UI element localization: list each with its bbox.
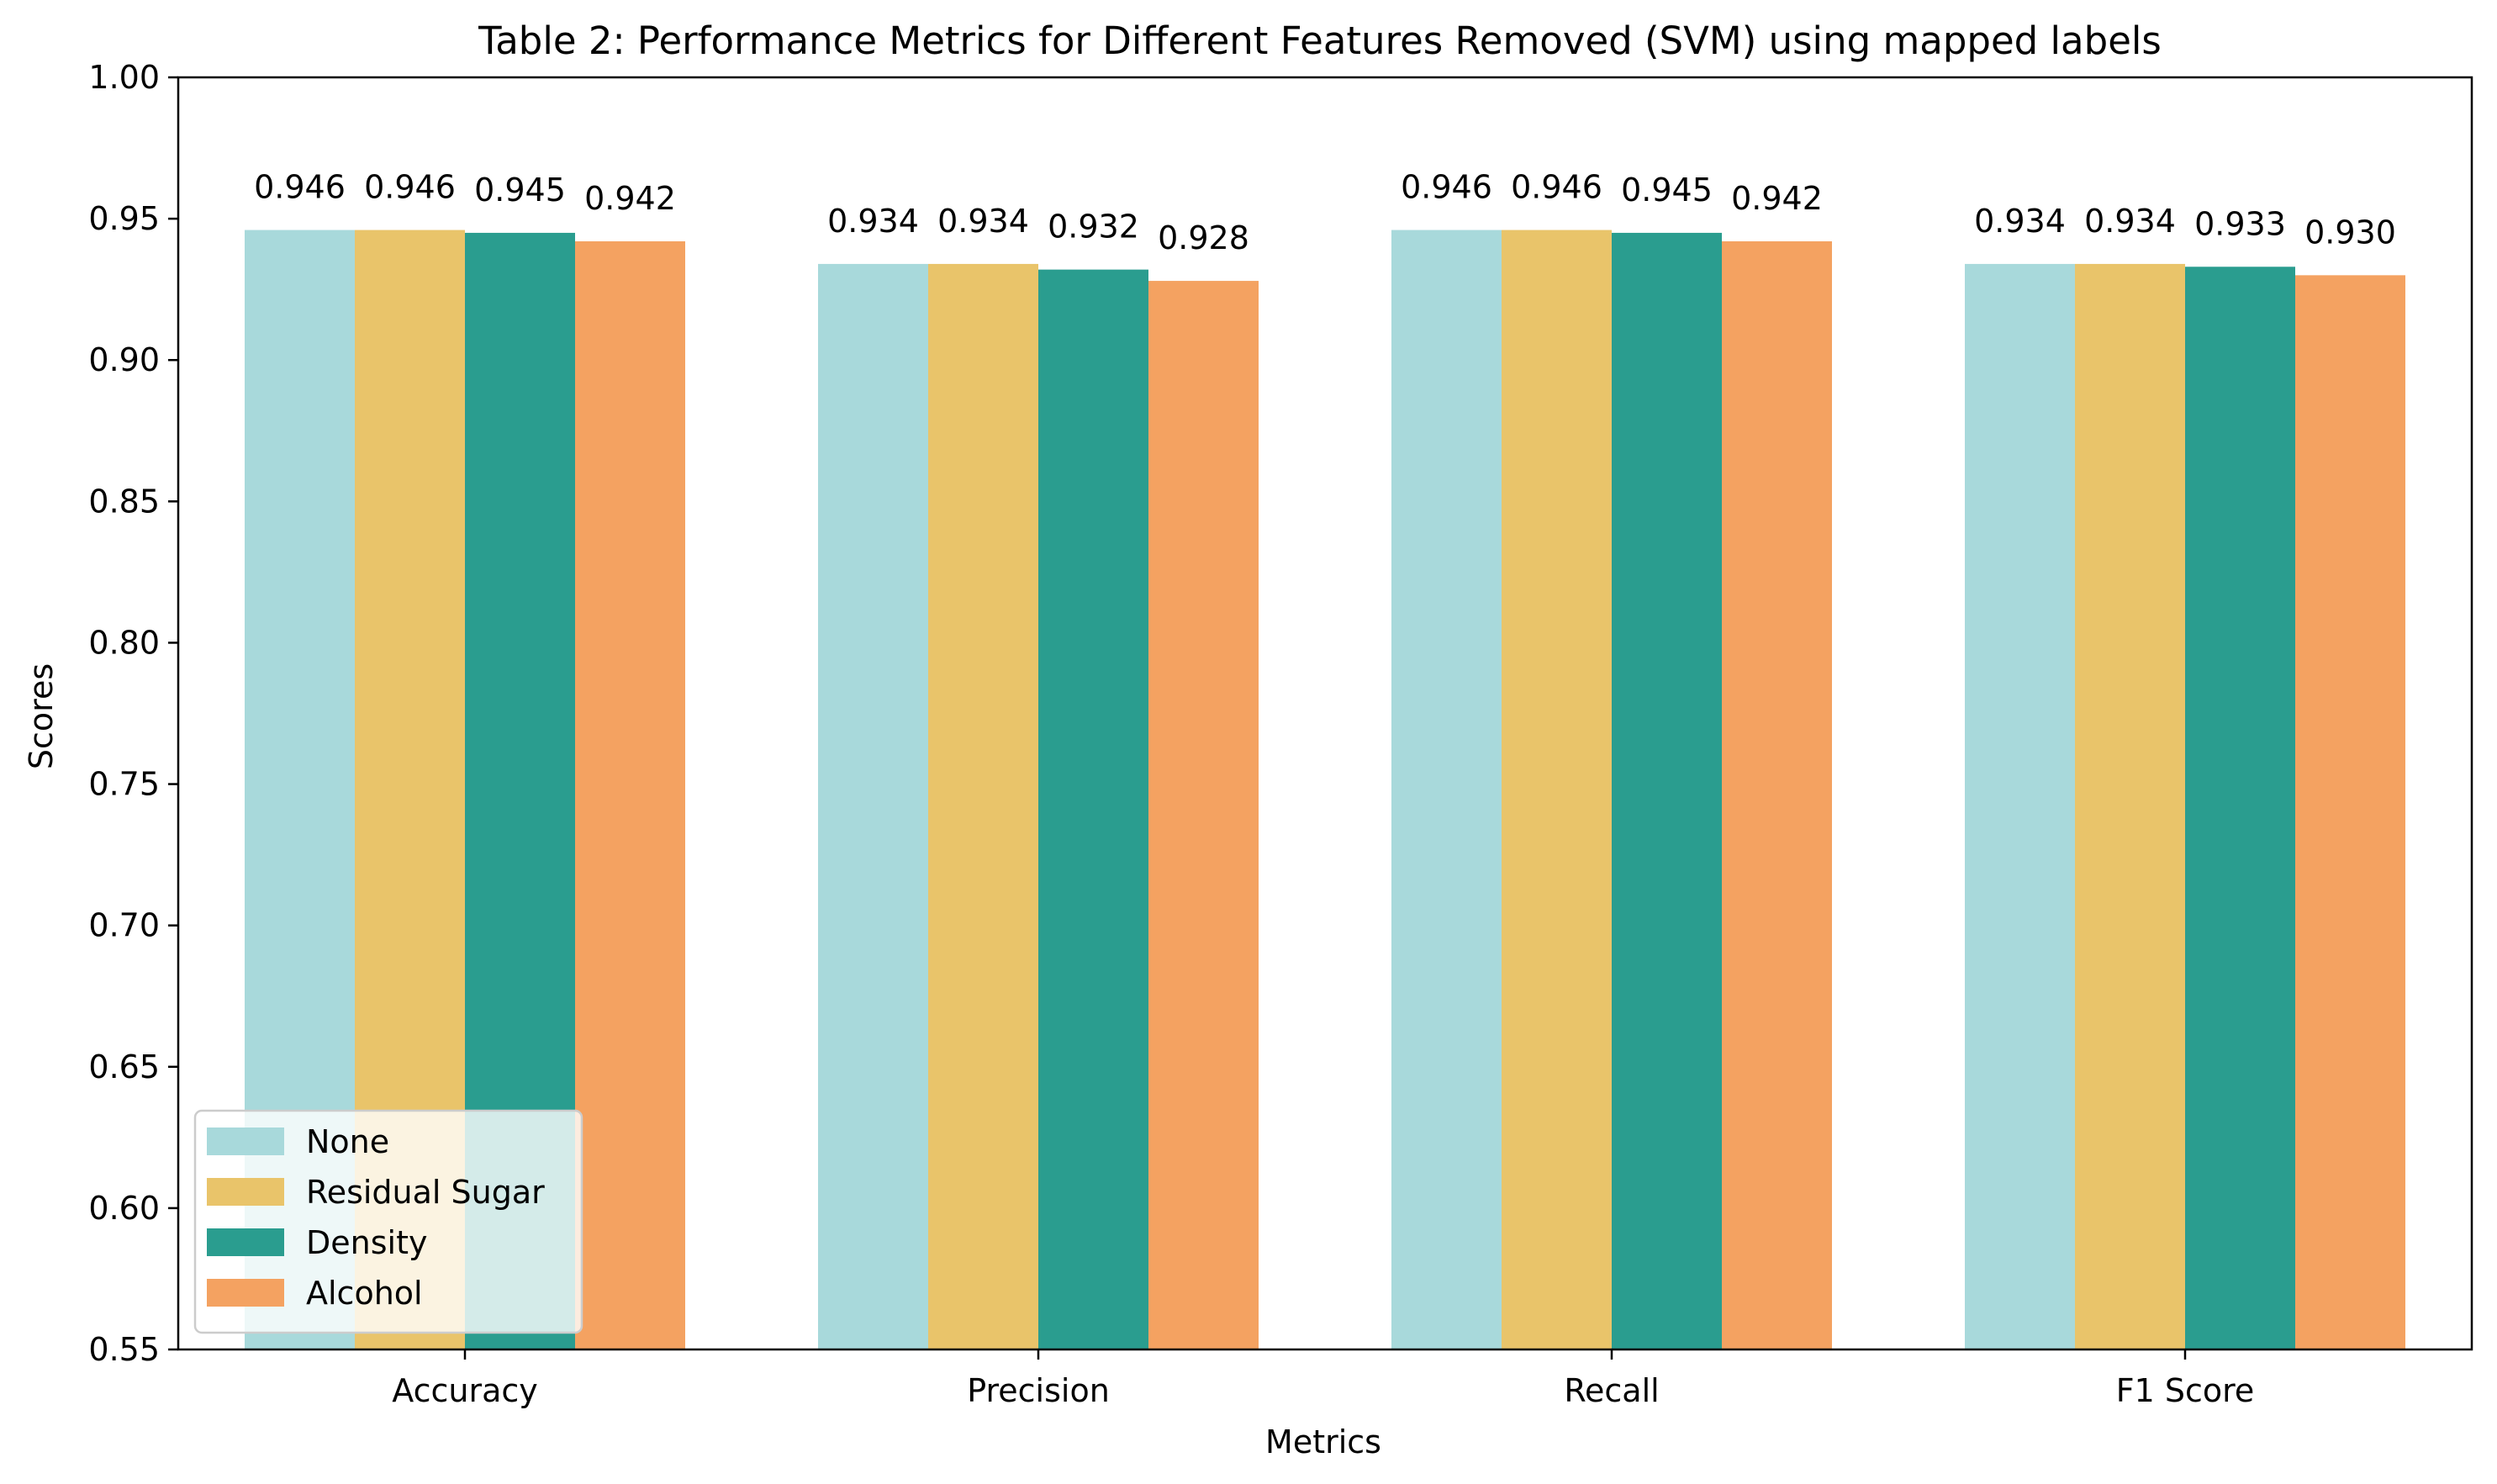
data-labels-group: 0.946 0.946 0.945 0.942 0.934 0.934 0.932 0.928… bbox=[254, 169, 2396, 257]
chart-title: Table 2: Performance Metrics for Differe… bbox=[478, 18, 2162, 63]
y-tick-label: 0.90 bbox=[88, 341, 160, 378]
data-label: 0.942 bbox=[1731, 180, 1823, 217]
y-tick-label: 0.95 bbox=[88, 200, 160, 237]
y-axis: 0.55 0.60 0.65 0.70 0.75 0.80 0.85 0.90 0.95 1.00 bbox=[88, 59, 178, 1368]
data-label: 0.934 bbox=[2084, 203, 2176, 240]
data-label: 0.932 bbox=[1048, 209, 1139, 246]
x-tick-label: Precision bbox=[967, 1372, 1110, 1409]
legend-entry: Residual Sugar bbox=[306, 1174, 545, 1211]
y-tick-label: 0.80 bbox=[88, 624, 160, 661]
x-tick-label: Recall bbox=[1564, 1372, 1659, 1409]
data-label: 0.934 bbox=[1974, 203, 2066, 240]
data-label: 0.946 bbox=[254, 169, 346, 206]
legend: None Residual Sugar Density Alcohol bbox=[193, 1109, 583, 1334]
data-label: 0.928 bbox=[1158, 219, 1249, 256]
legend-swatch bbox=[207, 1178, 284, 1206]
data-label: 0.942 bbox=[584, 180, 676, 217]
bar bbox=[2295, 275, 2405, 1349]
data-label: 0.933 bbox=[2194, 205, 2286, 242]
bars-group bbox=[245, 230, 2405, 1350]
x-tick-label: Accuracy bbox=[392, 1372, 538, 1409]
data-label: 0.934 bbox=[827, 203, 919, 240]
legend-entry: None bbox=[306, 1123, 389, 1160]
data-label: 0.930 bbox=[2304, 214, 2396, 251]
legend-box bbox=[193, 1109, 583, 1334]
y-tick-label: 0.60 bbox=[88, 1190, 160, 1227]
bar bbox=[575, 241, 685, 1349]
bar bbox=[1722, 241, 1832, 1349]
bar bbox=[1965, 263, 2075, 1349]
bar bbox=[1502, 230, 1612, 1349]
legend-entry: Alcohol bbox=[306, 1275, 423, 1312]
bar bbox=[928, 263, 1038, 1349]
data-label: 0.945 bbox=[1621, 172, 1713, 209]
legend-entry: Density bbox=[306, 1224, 427, 1261]
legend-swatch bbox=[207, 1128, 284, 1155]
y-tick-label: 0.70 bbox=[88, 907, 160, 944]
data-label: 0.946 bbox=[364, 169, 456, 206]
y-tick-label: 0.85 bbox=[88, 483, 160, 520]
data-label: 0.945 bbox=[474, 172, 566, 209]
x-tick-label: F1 Score bbox=[2116, 1372, 2255, 1409]
y-axis-label: Scores bbox=[23, 663, 60, 769]
data-label: 0.934 bbox=[937, 203, 1029, 240]
data-label: 0.946 bbox=[1401, 169, 1492, 206]
bar bbox=[2185, 267, 2295, 1349]
bar bbox=[2075, 263, 2185, 1349]
y-tick-label: 1.00 bbox=[88, 59, 160, 96]
bar bbox=[1391, 230, 1502, 1349]
bar bbox=[818, 263, 928, 1349]
y-tick-label: 0.65 bbox=[88, 1048, 160, 1085]
bar bbox=[1038, 269, 1148, 1349]
bar bbox=[1612, 232, 1722, 1349]
x-axis-label: Metrics bbox=[1265, 1423, 1381, 1460]
bar bbox=[1148, 281, 1259, 1350]
legend-swatch bbox=[207, 1228, 284, 1256]
x-axis: Accuracy Precision Recall F1 Score bbox=[392, 1349, 2254, 1409]
y-tick-label: 0.55 bbox=[88, 1331, 160, 1368]
data-label: 0.946 bbox=[1511, 169, 1602, 206]
legend-swatch bbox=[207, 1279, 284, 1307]
y-tick-label: 0.75 bbox=[88, 766, 160, 803]
plot-frame bbox=[177, 76, 2473, 1351]
